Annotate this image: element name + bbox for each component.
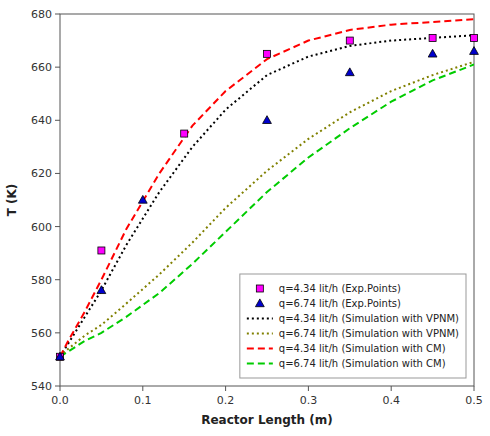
y-axis-label: T (K) bbox=[5, 184, 19, 217]
legend-item: q=6.74 lit/h (Simulation with CM) bbox=[247, 358, 446, 369]
y-tick-label: 540 bbox=[31, 380, 52, 393]
y-tick bbox=[55, 173, 60, 174]
x-tick-label: 0.5 bbox=[465, 394, 483, 407]
series-point bbox=[471, 34, 478, 41]
legend-swatch bbox=[247, 318, 273, 320]
legend-label: q=4.34 lit/h (Simulation with VPNM) bbox=[279, 313, 459, 324]
series-point bbox=[181, 130, 188, 137]
legend-item: q=4.34 lit/h (Exp.Points) bbox=[256, 283, 401, 294]
series-point bbox=[97, 286, 106, 294]
y-tick bbox=[55, 67, 60, 68]
plot-frame bbox=[60, 14, 474, 386]
legend-swatch bbox=[247, 348, 273, 350]
series-point bbox=[56, 352, 65, 360]
x-tick-label: 0.0 bbox=[51, 394, 69, 407]
series-point bbox=[345, 68, 354, 76]
legend-swatch bbox=[255, 299, 264, 307]
x-tick-label: 0.1 bbox=[134, 394, 152, 407]
legend-label: q=4.34 lit/h (Exp.Points) bbox=[279, 283, 401, 294]
legend-swatch bbox=[247, 333, 273, 335]
x-tick-label: 0.4 bbox=[382, 394, 400, 407]
legend-label: q=6.74 lit/h (Simulation with VPNM) bbox=[279, 328, 459, 339]
legend-item: q=6.74 lit/h (Exp.Points) bbox=[255, 298, 401, 309]
y-tick-label: 660 bbox=[31, 61, 52, 74]
y-tick-label: 580 bbox=[31, 274, 52, 287]
legend: q=4.34 lit/h (Exp.Points) q=6.74 lit/h (E… bbox=[240, 274, 466, 378]
series-point bbox=[138, 195, 147, 203]
x-tick bbox=[60, 386, 61, 391]
y-tick-label: 600 bbox=[31, 221, 52, 234]
legend-box bbox=[240, 274, 466, 378]
y-tick-label: 560 bbox=[31, 327, 52, 340]
legend-swatch bbox=[256, 285, 263, 292]
axes: 0.0 0.1 0.2 0.3 0.4 0.5 540 560 580 600 620 640 660 6… bbox=[31, 8, 483, 407]
y-tick-label: 680 bbox=[31, 8, 52, 21]
x-tick-label: 0.2 bbox=[217, 394, 235, 407]
legend-item: q=4.34 lit/h (Simulation with CM) bbox=[247, 343, 446, 354]
series-point bbox=[263, 116, 272, 124]
x-tick bbox=[142, 386, 143, 391]
series-point bbox=[428, 49, 437, 57]
y-tick bbox=[55, 226, 60, 227]
legend-label: q=6.74 lit/h (Exp.Points) bbox=[279, 298, 401, 309]
x-axis-label: Reactor Length (m) bbox=[201, 413, 333, 427]
y-tick bbox=[55, 386, 60, 387]
series-point bbox=[264, 50, 271, 57]
y-tick bbox=[55, 279, 60, 280]
series-point bbox=[98, 247, 105, 254]
x-tick bbox=[391, 386, 392, 391]
series-point bbox=[470, 47, 479, 55]
x-tick bbox=[474, 386, 475, 391]
y-tick bbox=[55, 332, 60, 333]
y-tick bbox=[55, 14, 60, 15]
chart: 0.0 0.1 0.2 0.3 0.4 0.5 540 560 580 600 620 640 660 6… bbox=[0, 0, 490, 436]
x-tick bbox=[308, 386, 309, 391]
y-tick-label: 640 bbox=[31, 114, 52, 127]
y-tick-label: 620 bbox=[31, 167, 52, 180]
legend-item: q=6.74 lit/h (Simulation with VPNM) bbox=[247, 328, 459, 339]
legend-item: q=4.34 lit/h (Simulation with VPNM) bbox=[247, 313, 459, 324]
legend-label: q=6.74 lit/h (Simulation with CM) bbox=[279, 358, 446, 369]
legend-label: q=4.34 lit/h (Simulation with CM) bbox=[279, 343, 446, 354]
legend-swatch bbox=[247, 363, 273, 365]
series-point bbox=[429, 34, 436, 41]
x-tick-label: 0.3 bbox=[300, 394, 318, 407]
series-point bbox=[346, 37, 353, 44]
y-tick bbox=[55, 120, 60, 121]
x-tick bbox=[225, 386, 226, 391]
